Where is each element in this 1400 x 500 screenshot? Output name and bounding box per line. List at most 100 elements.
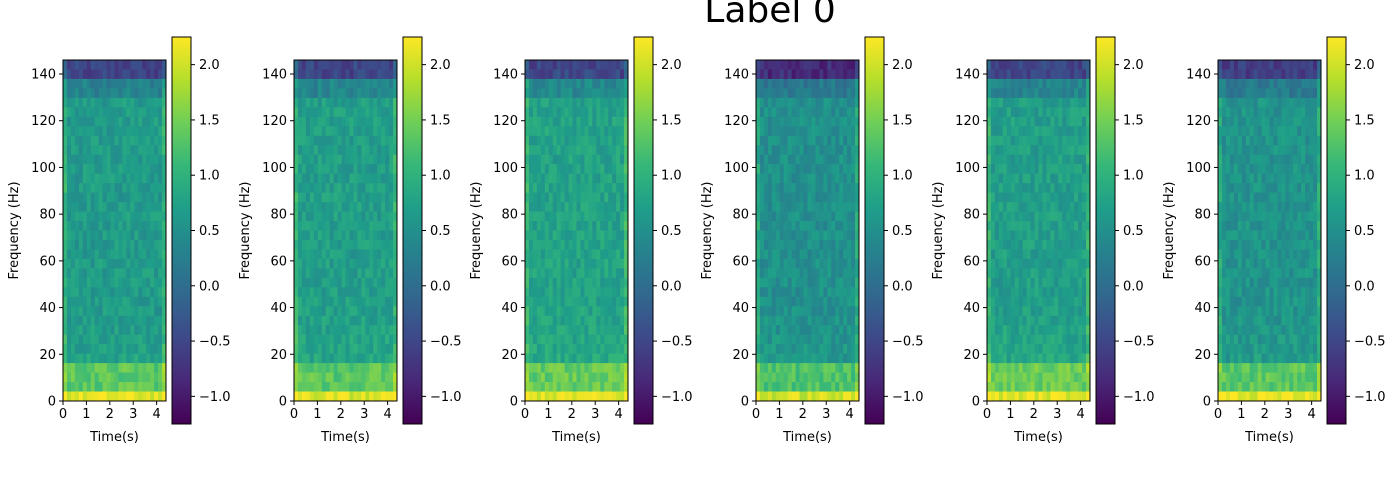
heatmap-cell [1313, 60, 1318, 70]
heatmap-cell [86, 173, 92, 184]
heatmap-cell [150, 391, 155, 402]
heatmap-cell [158, 391, 163, 402]
heatmap-cell [106, 97, 112, 108]
heatmap-cell [1046, 306, 1051, 317]
heatmap-cell [552, 126, 558, 137]
heatmap-cell [835, 211, 840, 222]
heatmap-cell [1002, 296, 1008, 307]
heatmap-cell [1014, 164, 1020, 175]
heatmap-cell [341, 192, 346, 203]
heatmap-cell [540, 239, 546, 250]
heatmap-cell [998, 239, 1004, 250]
y-tick-label: 140 [31, 68, 56, 83]
heatmap-cell [393, 135, 398, 146]
heatmap-cell [819, 372, 824, 383]
heatmap-cell [361, 239, 366, 250]
heatmap-cell [532, 296, 538, 307]
heatmap-cell [839, 211, 844, 222]
heatmap-cell [1237, 78, 1243, 89]
heatmap-cell [779, 221, 785, 231]
heatmap-cell [759, 145, 765, 156]
heatmap-cell [329, 221, 335, 231]
heatmap-cell [1050, 353, 1055, 364]
heatmap-cell [345, 135, 350, 146]
heatmap-cell [70, 78, 76, 89]
y-axis-label: Frequency (Hz) [700, 181, 715, 279]
heatmap-cell [771, 69, 777, 80]
heatmap-cell [118, 164, 123, 175]
heatmap-cell [532, 268, 538, 279]
heatmap-cell [90, 249, 96, 260]
y-axis-label: Frequency (Hz) [238, 181, 253, 279]
heatmap-cell [1042, 334, 1047, 345]
heatmap-cell [580, 173, 585, 184]
heatmap-cell [807, 258, 812, 269]
heatmap-cell [759, 372, 765, 383]
heatmap-cell [839, 334, 844, 345]
heatmap-cell [572, 183, 577, 194]
heatmap-cell [1054, 97, 1059, 108]
heatmap-cell [787, 230, 793, 241]
heatmap-cell [385, 268, 390, 279]
heatmap-cell [612, 154, 617, 165]
heatmap-cell [815, 382, 820, 393]
heatmap-cell [63, 258, 68, 269]
heatmap-cell [1066, 325, 1071, 336]
heatmap-cell [63, 344, 68, 355]
heatmap-cell [317, 249, 323, 260]
heatmap-cell [544, 192, 550, 203]
heatmap-cell [827, 277, 832, 288]
heatmap-cell [353, 230, 358, 241]
heatmap-cell [1026, 154, 1032, 165]
heatmap-cell [365, 107, 370, 118]
heatmap-cell [110, 116, 115, 127]
heatmap-cell [791, 315, 797, 326]
heatmap-cell [544, 344, 550, 355]
heatmap-cell [572, 372, 577, 383]
heatmap-cell [1054, 372, 1059, 383]
heatmap-cell [560, 391, 566, 402]
heatmap-cell [1046, 353, 1051, 364]
colorbar [171, 36, 192, 425]
heatmap-cell [572, 78, 577, 89]
heatmap-cell [345, 391, 350, 402]
heatmap-cell [564, 391, 570, 402]
heatmap-cell [102, 192, 108, 203]
heatmap-cell [389, 353, 394, 364]
heatmap-cell [990, 154, 996, 165]
heatmap-cell [381, 154, 386, 165]
heatmap-cell [811, 69, 816, 80]
heatmap-cell [86, 78, 92, 89]
heatmap-cell [154, 78, 159, 89]
heatmap-cell [110, 107, 115, 118]
heatmap-cell [106, 107, 112, 118]
heatmap-cell [536, 363, 542, 374]
heatmap-cell [1058, 258, 1063, 269]
heatmap-cell [1066, 268, 1071, 279]
x-axis-label: Time(s) [320, 430, 370, 445]
heatmap-cell [345, 315, 350, 326]
heatmap-cell [361, 344, 366, 355]
heatmap-cell [791, 173, 797, 184]
heatmap-cell [341, 173, 346, 184]
heatmap-cell [588, 145, 593, 156]
heatmap-cell [1305, 69, 1310, 80]
heatmap-cell [325, 287, 331, 298]
heatmap-cell [329, 315, 335, 326]
colorbar-tick-label: −0.5 [661, 335, 693, 350]
heatmap-cell [317, 192, 323, 203]
heatmap-cell [134, 353, 139, 364]
heatmap-cell [98, 135, 104, 146]
heatmap-cell [389, 277, 394, 288]
heatmap-cell [389, 315, 394, 326]
heatmap-cell [1066, 164, 1071, 175]
heatmap-cell [560, 202, 566, 213]
heatmap-cell [305, 391, 311, 402]
heatmap-cell [815, 78, 820, 89]
heatmap-cell [337, 135, 343, 146]
heatmap-cell [385, 78, 390, 89]
heatmap-cell [365, 391, 370, 402]
heatmap-cell [596, 382, 601, 393]
heatmap-cell [779, 211, 785, 222]
heatmap-cell [600, 145, 605, 156]
